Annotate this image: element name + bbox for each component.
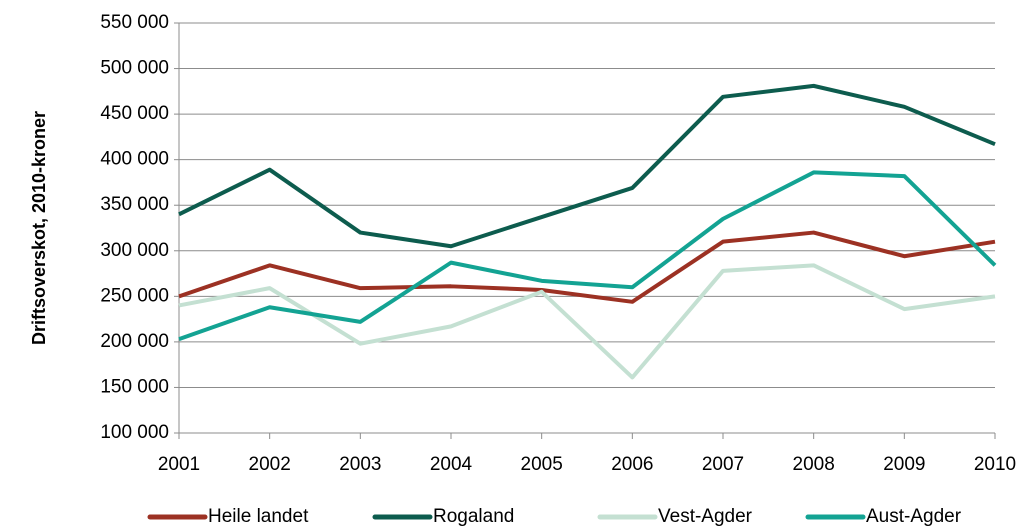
y-tick-label: 400 000 — [100, 149, 169, 170]
x-tick-label: 2005 — [521, 454, 563, 475]
y-tick-label: 100 000 — [100, 422, 169, 443]
x-tick-label: 2007 — [702, 454, 744, 475]
y-tick-label: 300 000 — [100, 240, 169, 261]
x-tick-label: 2001 — [158, 454, 200, 475]
x-tick-label: 2004 — [430, 454, 473, 475]
y-tick-label: 450 000 — [100, 103, 169, 124]
y-tick-label: 250 000 — [100, 285, 169, 306]
x-tick-label: 2008 — [793, 454, 835, 475]
x-tick-label: 2009 — [883, 454, 925, 475]
legend-label: Rogaland — [433, 506, 514, 527]
x-tick-label: 2006 — [611, 454, 653, 475]
series-line — [178, 230, 996, 304]
x-tick-label: 2003 — [339, 454, 381, 475]
y-tick-label: 550 000 — [100, 12, 169, 33]
x-tick-label: 2010 — [974, 454, 1016, 475]
y-axis-label: Driftsoverskot, 2010-kroner — [29, 111, 49, 345]
y-tick-label: 150 000 — [100, 376, 169, 397]
legend-label: Vest-Agder — [658, 506, 753, 527]
series-line — [178, 83, 996, 249]
series-line — [178, 170, 997, 342]
legend-label: Heile landet — [208, 506, 309, 527]
y-tick-label: 350 000 — [100, 194, 169, 215]
x-tick-label: 2002 — [249, 454, 291, 475]
y-tick-label: 500 000 — [100, 58, 169, 79]
legend-label: Aust-Agder — [866, 506, 962, 527]
y-tick-label: 200 000 — [100, 331, 169, 352]
